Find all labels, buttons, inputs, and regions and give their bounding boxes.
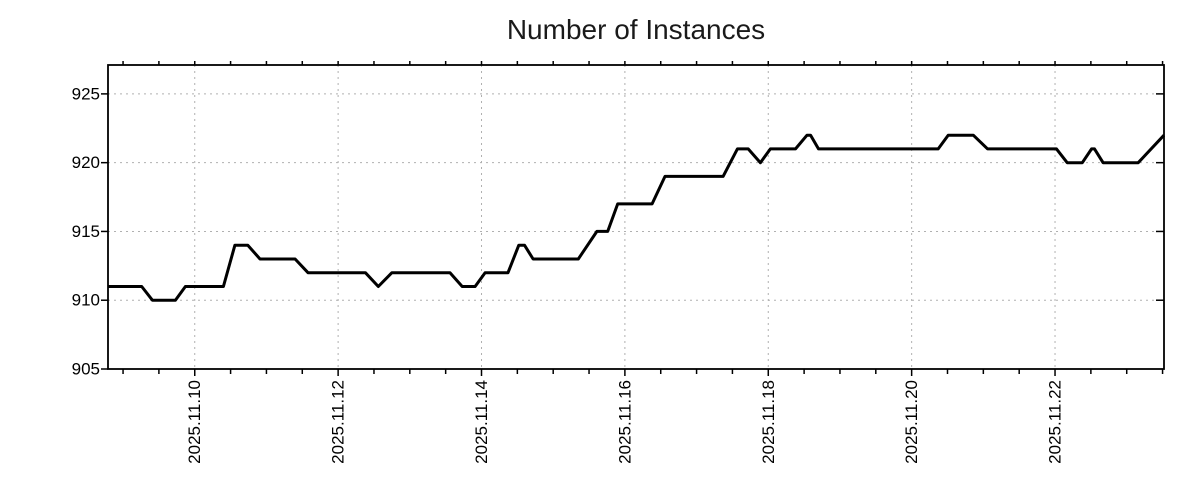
x-tick-label: 2025.11.16 [615,380,634,464]
series-line-instances [108,133,1166,302]
tick-layer [101,61,1164,376]
grid-layer [108,65,1164,369]
x-tick-label: 2025.11.20 [902,380,921,464]
plot-border [107,64,1165,370]
x-tick-label: 2025.11.18 [759,380,778,464]
y-tick-label: 910 [72,291,100,310]
x-tick-label: 2025.11.14 [472,380,491,464]
y-axis-tick-labels: 905 910 915 920 925 [72,84,100,378]
y-tick-label: 915 [72,222,100,241]
x-axis-tick-labels: 2025.11.10 2025.11.12 2025.11.14 2025.11… [185,380,1064,464]
x-tick-label: 2025.11.12 [329,380,348,464]
y-tick-label: 925 [72,84,100,103]
chart-title: Number of Instances [507,14,765,45]
y-tick-label: 920 [72,153,100,172]
y-tick-label: 905 [72,360,100,379]
x-tick-label: 2025.11.22 [1046,380,1065,464]
x-tick-label: 2025.11.10 [185,380,204,464]
